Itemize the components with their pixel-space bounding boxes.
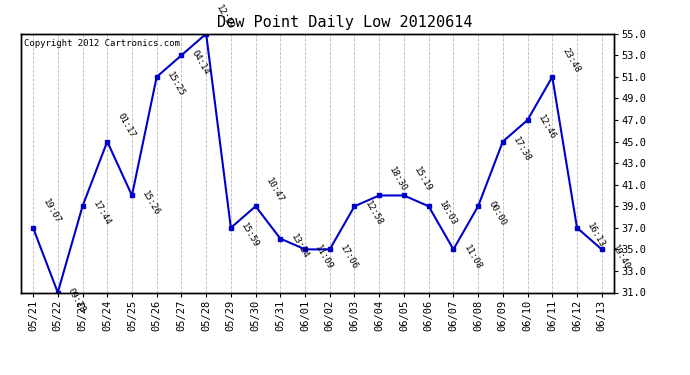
- Text: 19:07: 19:07: [41, 198, 63, 226]
- Text: 15:59: 15:59: [239, 222, 260, 249]
- Text: 12:46: 12:46: [536, 114, 557, 141]
- Text: Copyright 2012 Cartronics.com: Copyright 2012 Cartronics.com: [23, 39, 179, 48]
- Text: 17:06: 17:06: [338, 243, 359, 271]
- Text: 04:14: 04:14: [190, 49, 211, 77]
- Text: 12:19: 12:19: [215, 4, 236, 32]
- Text: 19:40: 19:40: [610, 243, 631, 271]
- Text: 01:17: 01:17: [115, 112, 137, 140]
- Text: 18:30: 18:30: [388, 165, 408, 193]
- Text: 16:03: 16:03: [437, 200, 458, 228]
- Text: 00:00: 00:00: [486, 200, 508, 228]
- Text: 17:44: 17:44: [91, 200, 112, 228]
- Text: 17:38: 17:38: [511, 135, 533, 163]
- Text: 11:09: 11:09: [313, 243, 335, 271]
- Text: 15:25: 15:25: [165, 70, 186, 98]
- Text: 11:08: 11:08: [462, 243, 483, 271]
- Text: 16:13: 16:13: [585, 222, 607, 249]
- Text: 09:28: 09:28: [66, 286, 88, 314]
- Text: 12:58: 12:58: [363, 200, 384, 228]
- Text: 15:19: 15:19: [412, 165, 433, 193]
- Text: Dew Point Daily Low 20120614: Dew Point Daily Low 20120614: [217, 15, 473, 30]
- Text: 23:48: 23:48: [560, 47, 582, 75]
- Text: 13:24: 13:24: [288, 232, 310, 260]
- Text: 15:26: 15:26: [140, 189, 161, 217]
- Text: 10:47: 10:47: [264, 176, 285, 204]
